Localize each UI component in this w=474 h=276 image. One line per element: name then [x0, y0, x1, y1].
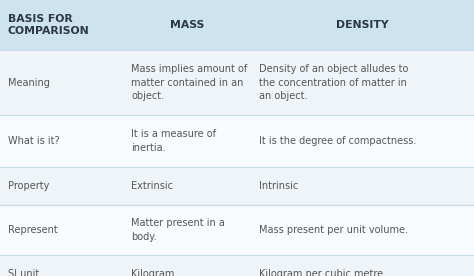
Bar — [0, 205, 474, 255]
Text: Represent: Represent — [8, 225, 58, 235]
Text: Mass implies amount of
matter contained in an
object.: Mass implies amount of matter contained … — [131, 64, 247, 101]
Text: DENSITY: DENSITY — [336, 20, 389, 30]
Bar — [0, 50, 474, 115]
Bar — [0, 255, 474, 276]
Bar — [0, 115, 474, 167]
Text: What is it?: What is it? — [8, 136, 60, 146]
Text: It is the degree of compactness.: It is the degree of compactness. — [259, 136, 417, 146]
Text: Intrinsic: Intrinsic — [259, 181, 299, 191]
Text: It is a measure of
inertia.: It is a measure of inertia. — [131, 129, 216, 153]
Text: Matter present in a
body.: Matter present in a body. — [131, 218, 225, 242]
Text: Density of an object alludes to
the concentration of matter in
an object.: Density of an object alludes to the conc… — [259, 64, 409, 101]
Bar — [0, 0, 474, 50]
Text: Kilogram per cubic metre: Kilogram per cubic metre — [259, 269, 383, 276]
Text: Extrinsic: Extrinsic — [131, 181, 173, 191]
Bar — [0, 167, 474, 205]
Text: Mass present per unit volume.: Mass present per unit volume. — [259, 225, 408, 235]
Text: MASS: MASS — [170, 20, 204, 30]
Text: SI unit: SI unit — [8, 269, 39, 276]
Text: Meaning: Meaning — [8, 78, 50, 87]
Text: Kilogram: Kilogram — [131, 269, 174, 276]
Text: BASIS FOR
COMPARISON: BASIS FOR COMPARISON — [8, 14, 90, 36]
Text: Property: Property — [8, 181, 49, 191]
